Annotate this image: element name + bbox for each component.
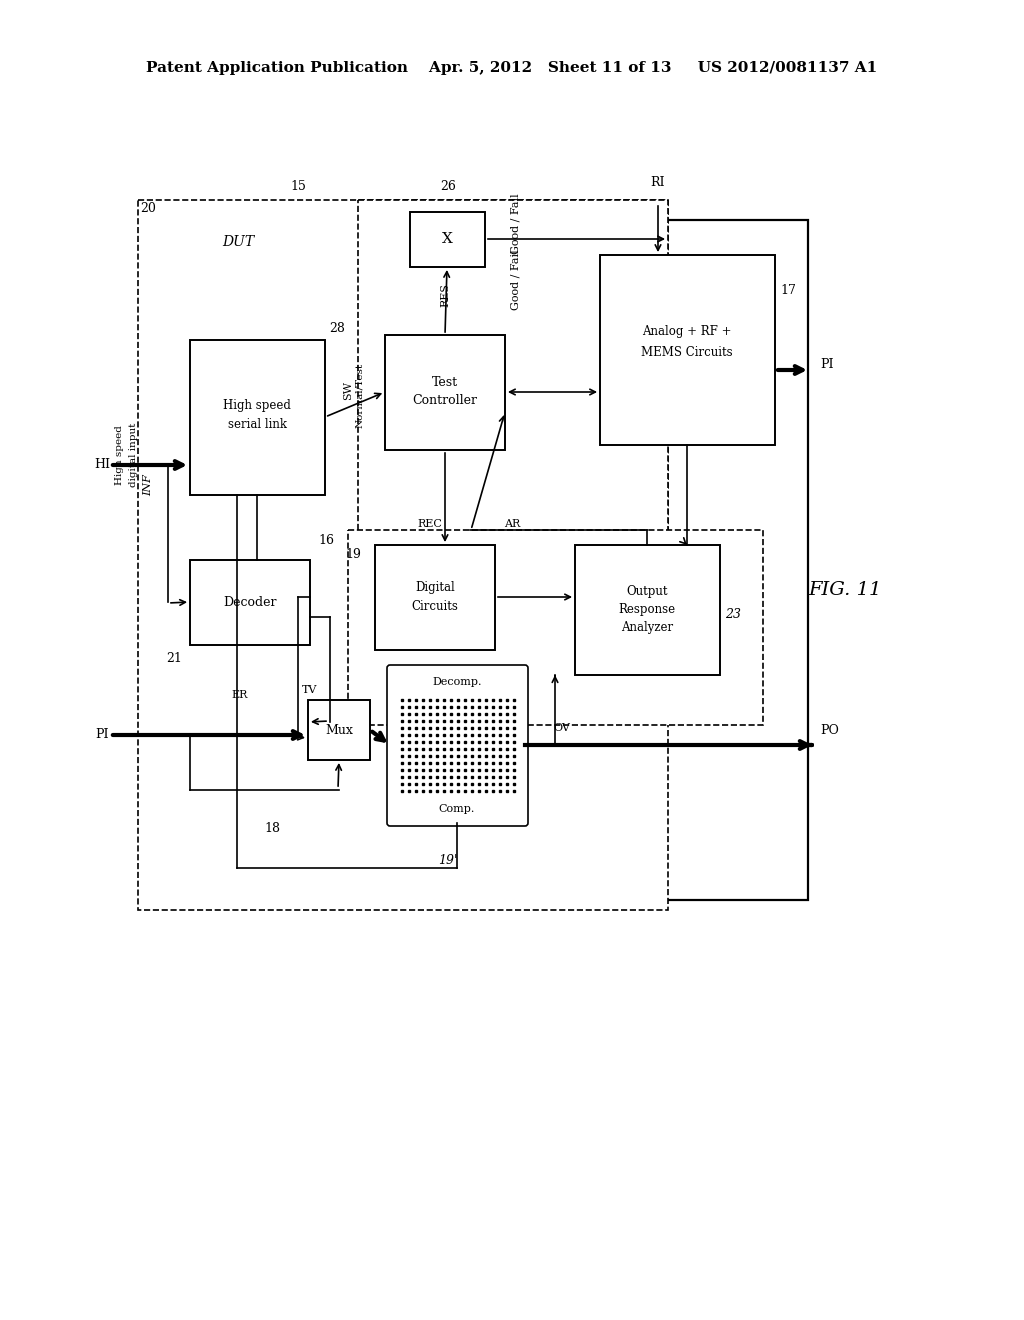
Bar — [168, 220, 808, 900]
Text: OV: OV — [554, 723, 570, 733]
Bar — [410, 213, 485, 267]
Text: Digital: Digital — [415, 582, 455, 594]
Text: Output: Output — [627, 586, 668, 598]
Text: 17: 17 — [780, 284, 796, 297]
Text: REC: REC — [418, 519, 442, 529]
Text: RI: RI — [650, 177, 666, 190]
Bar — [600, 255, 775, 445]
Bar — [138, 201, 668, 909]
Text: AR: AR — [504, 519, 520, 529]
Text: RES: RES — [440, 282, 450, 308]
Text: PI: PI — [95, 729, 109, 742]
Text: serial link: serial link — [227, 418, 287, 432]
Bar — [385, 335, 505, 450]
Bar — [575, 545, 720, 675]
Text: PI: PI — [820, 359, 834, 371]
Text: 19': 19' — [438, 854, 458, 866]
Text: FIG. 11: FIG. 11 — [808, 581, 882, 599]
Text: ER: ER — [231, 690, 248, 700]
Bar — [375, 545, 495, 649]
Text: Decoder: Decoder — [223, 595, 276, 609]
Text: Controller: Controller — [413, 395, 477, 408]
Text: Comp.: Comp. — [439, 804, 475, 814]
Text: TV: TV — [302, 685, 317, 696]
Text: Good / Fail: Good / Fail — [510, 194, 520, 255]
Text: Test: Test — [432, 376, 458, 389]
Text: Analog + RF +: Analog + RF + — [642, 326, 732, 338]
Text: Decomp.: Decomp. — [432, 677, 481, 686]
Text: Mux: Mux — [325, 723, 353, 737]
Text: 16: 16 — [318, 533, 334, 546]
Text: Patent Application Publication    Apr. 5, 2012   Sheet 11 of 13     US 2012/0081: Patent Application Publication Apr. 5, 2… — [146, 61, 878, 75]
Text: Response: Response — [618, 603, 676, 616]
Text: 21: 21 — [166, 652, 182, 665]
FancyBboxPatch shape — [387, 665, 528, 826]
Text: Analyzer: Analyzer — [621, 622, 673, 635]
Bar — [358, 201, 668, 585]
Text: 18: 18 — [264, 821, 280, 834]
Text: 26: 26 — [440, 180, 456, 193]
Text: 19: 19 — [345, 549, 361, 561]
Text: SW: SW — [343, 380, 353, 400]
Text: Circuits: Circuits — [412, 599, 459, 612]
Text: Normal/Test: Normal/Test — [355, 363, 365, 428]
Text: PO: PO — [820, 723, 839, 737]
Text: DUT: DUT — [222, 235, 254, 249]
Text: X: X — [441, 232, 453, 246]
Text: HI: HI — [94, 458, 110, 471]
Text: 23: 23 — [725, 609, 741, 622]
Bar — [190, 341, 325, 495]
Bar — [348, 531, 763, 725]
Text: 20: 20 — [140, 202, 156, 214]
Text: MEMS Circuits: MEMS Circuits — [641, 346, 733, 359]
Text: High speed: High speed — [116, 425, 125, 484]
Text: 15: 15 — [290, 180, 306, 193]
Bar — [308, 700, 370, 760]
Text: Good / Fail: Good / Fail — [510, 249, 520, 310]
Bar — [190, 560, 310, 645]
Text: digital input: digital input — [128, 422, 137, 487]
Text: INF: INF — [143, 474, 153, 496]
Text: 28: 28 — [329, 322, 345, 334]
Text: High speed: High speed — [223, 399, 291, 412]
